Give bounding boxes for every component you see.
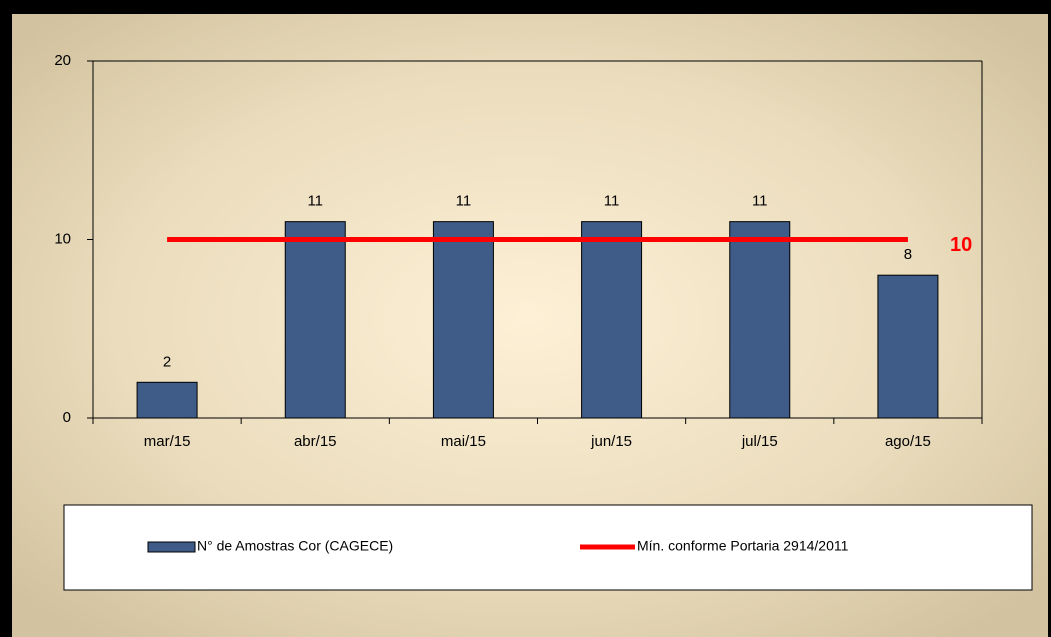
x-tick-label: mai/15 [441, 433, 486, 450]
frame-top [0, 0, 1051, 14]
x-tick-label: ago/15 [885, 433, 931, 450]
bar [136, 381, 198, 419]
legend-label: Mín. conforme Portaria 2914/2011 [637, 538, 849, 554]
frame-right [1048, 0, 1051, 637]
y-tick-label: 0 [63, 409, 71, 426]
x-tick-label: mar/15 [144, 433, 191, 450]
bar [877, 274, 939, 419]
annotation: 10 [950, 234, 972, 256]
bar [729, 221, 791, 419]
y-tick-label: 20 [54, 52, 71, 69]
frame-left [0, 0, 12, 637]
x-tick-label: abr/15 [294, 433, 337, 450]
legend-label: N° de Amostras Cor (CAGECE) [197, 538, 393, 554]
x-tick-label: jun/15 [590, 433, 632, 450]
data-label: 11 [752, 193, 768, 210]
data-label: 11 [604, 193, 620, 210]
data-label: 11 [307, 193, 323, 210]
data-label: 8 [904, 246, 912, 263]
bar [284, 221, 346, 419]
bar [581, 221, 643, 419]
data-label: 11 [456, 193, 472, 210]
legend [63, 504, 1033, 591]
legend-swatch [147, 541, 196, 553]
data-label: 2 [163, 353, 171, 370]
bar [432, 221, 494, 419]
x-tick-label: jul/15 [741, 433, 778, 450]
y-tick-label: 10 [54, 230, 71, 247]
